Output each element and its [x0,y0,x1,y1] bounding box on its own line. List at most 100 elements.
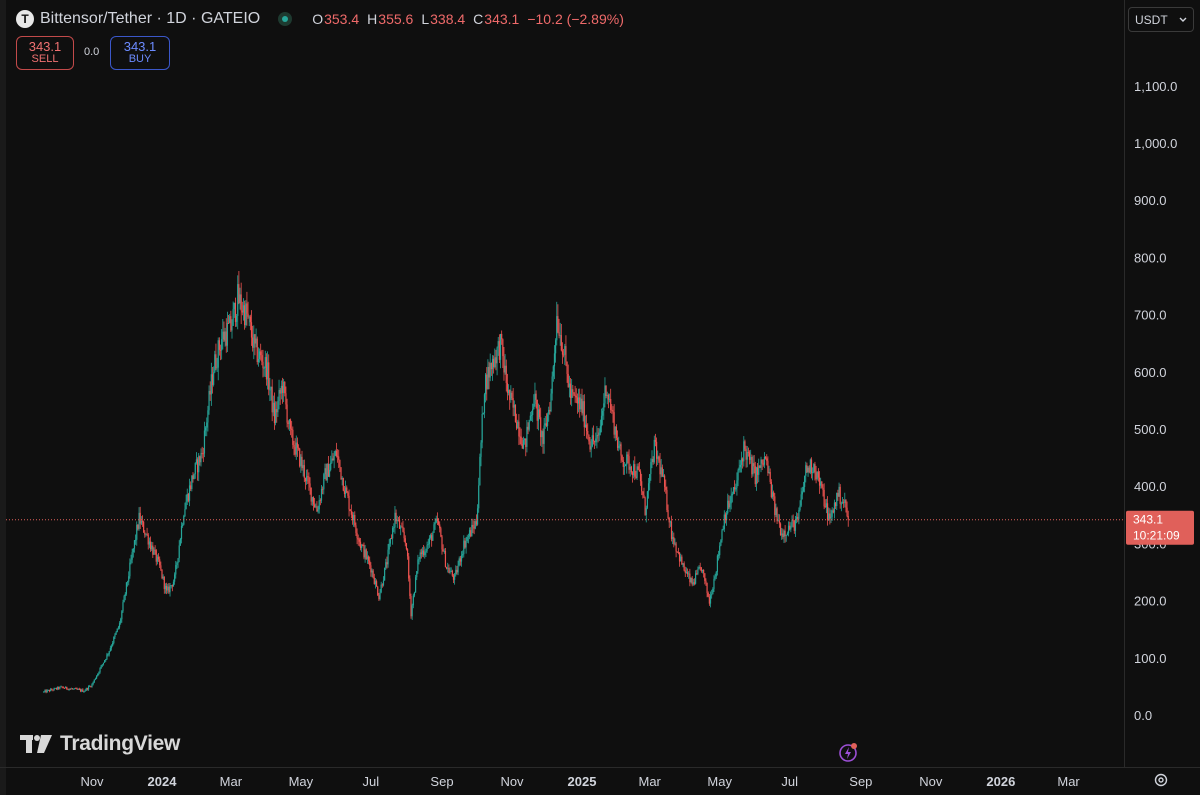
candle [486,367,488,401]
candle [417,554,419,574]
time-tick-label: Sep [430,774,453,789]
candle [638,462,640,472]
candle [739,460,741,473]
candle [191,475,193,492]
candle [333,451,335,469]
candle [293,440,295,456]
candle [559,322,561,346]
candle [164,583,167,594]
candle [117,625,119,630]
candle [481,406,483,449]
candle [549,402,551,415]
candle [74,687,76,690]
candle [822,484,824,497]
candle [600,408,603,433]
price-tick-label: 200.0 [1134,594,1167,609]
candle [147,532,149,550]
candle [793,519,795,534]
candle [736,472,738,496]
time-tick-label: Sep [849,774,872,789]
candle [801,486,803,500]
candle [389,538,391,547]
lightning-icon[interactable] [838,742,858,762]
candle [291,421,293,438]
candle [328,463,331,478]
candle [652,456,654,465]
candle [264,350,266,378]
candle [751,454,753,478]
price-tick-label: 900.0 [1134,193,1167,208]
candle [255,328,257,348]
candle [71,688,74,690]
sell-button[interactable]: 343.1 SELL [16,36,74,70]
candle [762,459,764,467]
candle [463,535,465,558]
candle [541,430,543,448]
candle [692,578,694,586]
candle [826,496,829,526]
buy-button[interactable]: 343.1 BUY [110,36,170,70]
symbol-legend: T Bittensor/Tether · 1D · GATEIO O 353.4 … [16,8,624,30]
candle [766,454,768,466]
candle [478,477,480,513]
candle [277,396,279,417]
candle [322,486,324,495]
candle [240,282,242,325]
candle [409,575,411,599]
candle [89,684,91,687]
candle [311,496,313,506]
candle [46,689,48,693]
candle [396,515,398,528]
candle [799,500,801,512]
candle [346,485,348,494]
currency-select[interactable]: USDT [1128,7,1194,32]
candle [195,452,198,465]
candle [129,558,131,579]
candle [398,515,401,529]
candle [157,553,160,562]
candle [684,566,686,577]
candle [233,302,235,318]
candle [615,424,618,441]
candle [217,337,219,381]
candle [833,499,836,519]
candle [783,529,785,543]
candle [318,494,320,514]
candle [339,459,341,473]
market-status-icon[interactable] [278,12,293,26]
candle [362,543,364,547]
sell-price: 343.1 [28,39,62,54]
settings-gear-icon[interactable] [1153,772,1169,788]
candle [672,530,674,545]
candle [235,313,238,327]
candle [358,537,360,547]
candle [657,450,659,465]
candle [310,487,312,506]
candle [474,518,476,530]
candle [513,400,515,417]
candle [210,362,212,406]
candle [816,471,818,481]
candle [271,379,273,422]
candle [133,539,136,553]
candle [767,456,769,476]
candle [494,348,496,369]
candle [167,583,169,594]
symbol-title[interactable]: Bittensor/Tether · 1D · GATEIO [40,10,261,27]
candle [366,551,369,564]
bittensor-logo-icon[interactable]: T [16,10,34,28]
candle [138,507,140,531]
watermark-text: TradingView [60,732,181,755]
candle [589,436,591,453]
candle [700,566,702,573]
candle [136,521,138,546]
candle [527,422,529,435]
candle [540,407,542,446]
candle [379,589,381,601]
candle [835,501,837,509]
candle [303,459,305,483]
tradingview-watermark[interactable]: TradingView [20,732,180,756]
candle [798,507,800,525]
